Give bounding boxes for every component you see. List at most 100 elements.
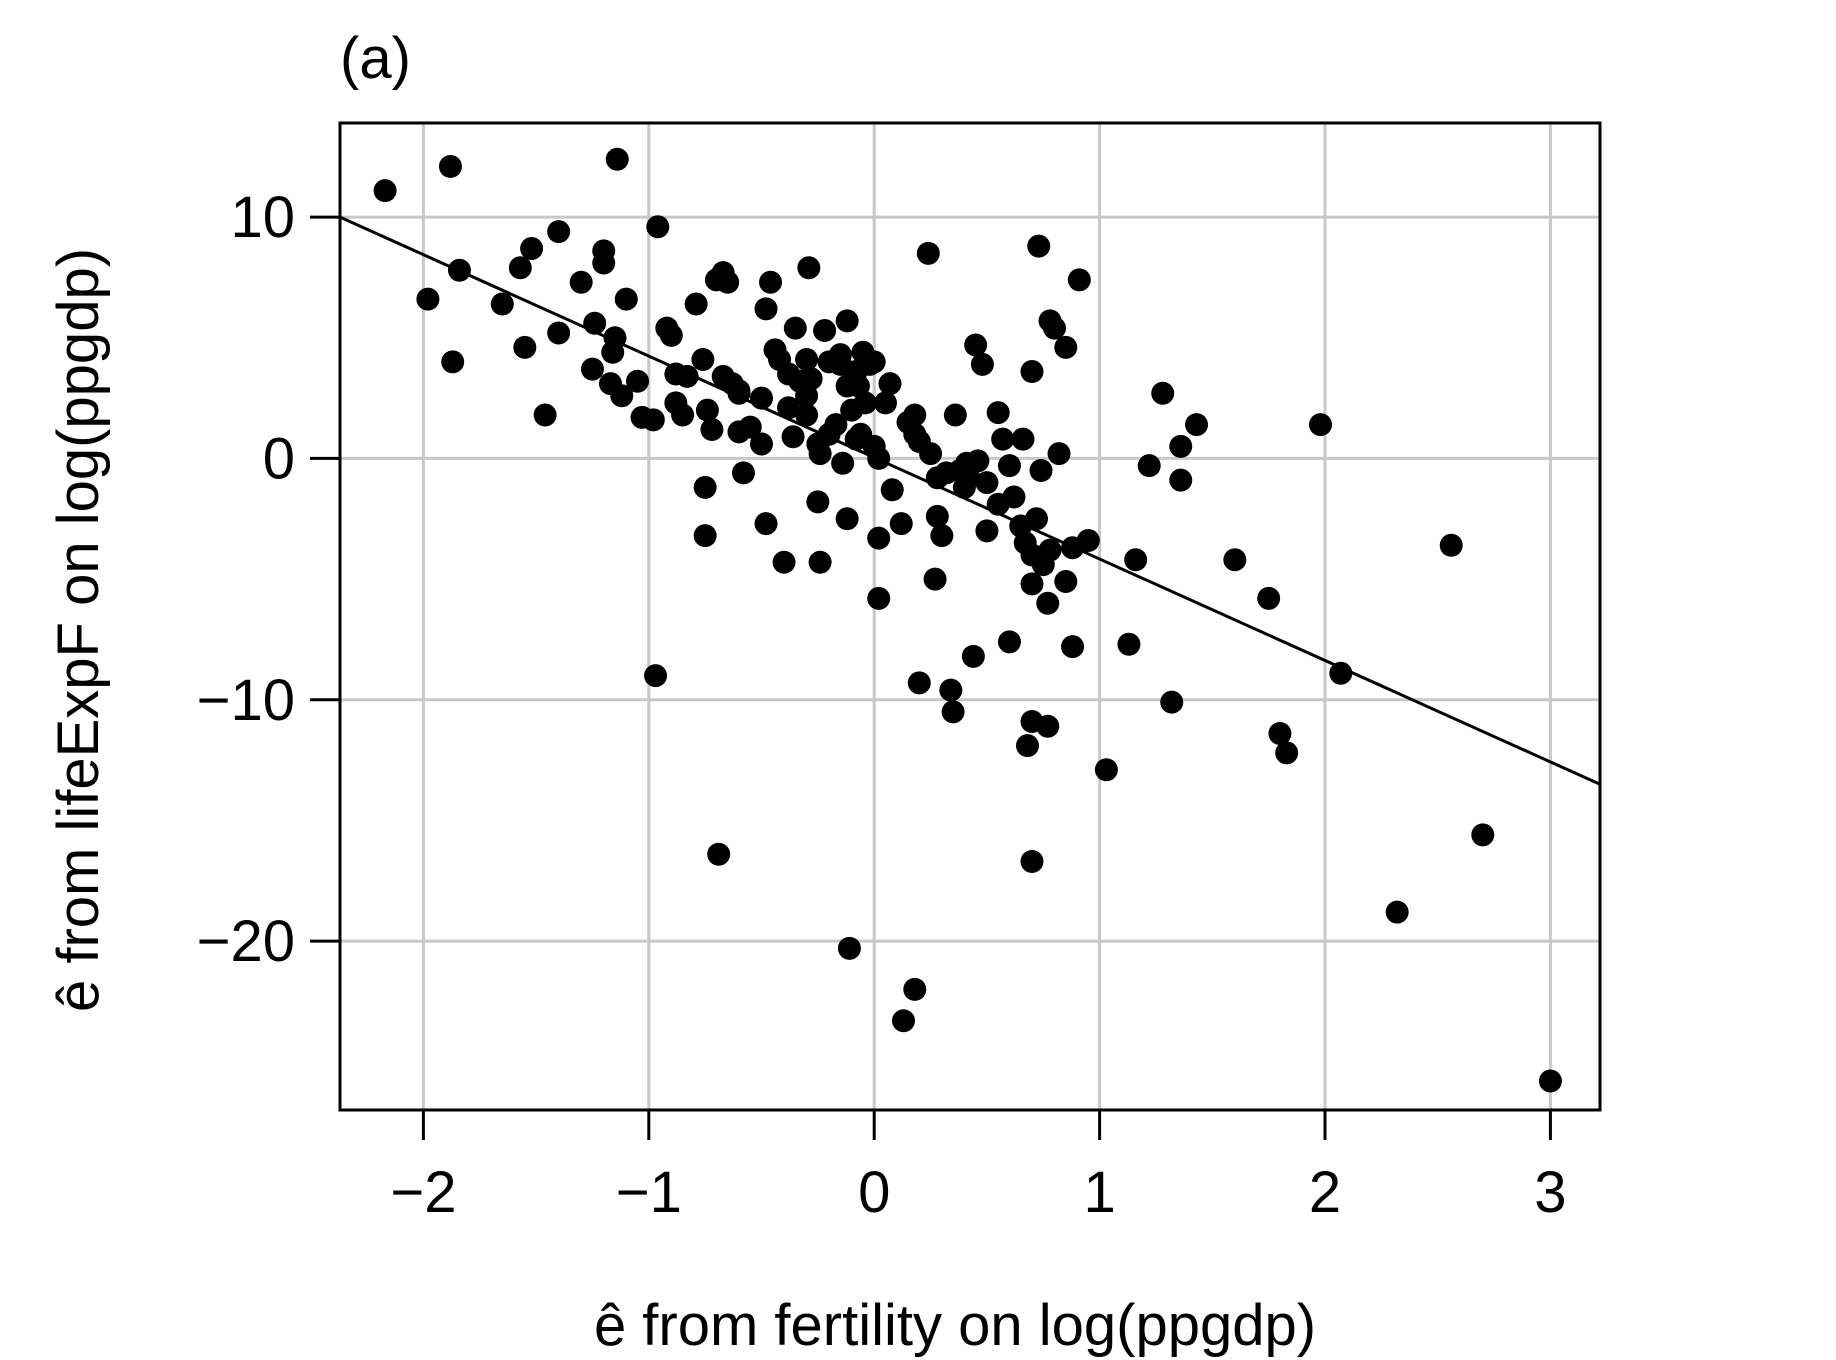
data-point [1038,538,1062,562]
data-point [1038,309,1062,333]
data-point [923,567,947,591]
data-point [975,471,999,495]
data-point [1054,570,1078,594]
data-point [828,343,852,367]
x-tick-label: 1 [1083,1160,1115,1225]
panel-label: (a) [340,26,411,91]
data-point [1124,548,1148,572]
data-point [533,403,557,427]
data-point [925,504,949,528]
data-point [806,490,830,514]
data-point [867,586,891,610]
fit-line-group [339,215,1601,786]
data-point [727,381,751,405]
data-point [903,977,927,1001]
data-point [583,311,607,335]
data-point [750,432,774,456]
data-point [675,364,699,388]
data-point [964,333,988,357]
data-point [731,461,755,485]
data-point [844,360,868,384]
data-point [1268,722,1292,746]
data-point [837,936,861,960]
data-point [892,1009,916,1033]
data-point [835,507,859,531]
y-tick-label: −20 [197,909,295,974]
data-point [781,425,805,449]
y-tick-label: −10 [197,668,295,733]
data-point [903,403,927,427]
data-point [1257,586,1281,610]
data-point [1020,572,1044,596]
data-point [569,270,593,294]
data-point [970,352,994,376]
x-tick-label: 2 [1309,1160,1341,1225]
x-tick-label: −2 [390,1160,456,1225]
data-point [610,384,634,408]
data-point [1169,434,1193,458]
data-point [1020,360,1044,384]
data-point [447,258,471,282]
data-point [373,179,397,203]
data-point [416,287,440,311]
data-point [788,369,812,393]
data-point [867,526,891,550]
data-point [614,287,638,311]
data-point [1047,442,1071,466]
data-point [695,398,719,422]
data-point [808,442,832,466]
data-point [1015,734,1039,758]
y-tick-label: 10 [230,185,295,250]
data-point [508,256,532,280]
data-point [1117,632,1141,656]
data-point [626,369,650,393]
data-point [997,454,1021,478]
data-point [700,417,724,441]
data-point [862,350,886,374]
x-tick-label: 3 [1534,1160,1566,1225]
data-point [707,842,731,866]
data-point [1185,413,1209,437]
data-point [903,422,927,446]
data-point [1027,234,1051,258]
data-point [797,256,821,280]
data-point [441,350,465,374]
data-point [975,519,999,543]
data-point [1054,335,1078,359]
data-point [693,475,717,499]
data-point [997,630,1021,654]
data-point [759,270,783,294]
data-point [644,664,668,688]
x-tick-label: −1 [616,1160,682,1225]
data-point [1169,468,1193,492]
data-point [547,321,571,345]
data-point [1137,454,1161,478]
data-point [580,357,604,381]
data-point [1036,714,1060,738]
data-point [1385,900,1409,924]
data-point [835,309,859,333]
data-point [873,391,897,415]
data-point [1329,661,1353,685]
data-point [750,386,774,410]
data-point [777,396,801,420]
data-point [853,391,877,415]
data-point [919,442,943,466]
data-point [438,154,462,178]
data-point [961,644,985,668]
data-point [659,323,683,347]
data-point [513,335,537,359]
y-tick-label: 0 [263,426,295,491]
data-point [849,422,873,446]
data-point [716,270,740,294]
data-point [490,292,514,316]
data-point [592,251,616,275]
data-point [878,372,902,396]
data-point [986,492,1010,516]
plot-frame [338,121,1602,1112]
data-point [1020,849,1044,873]
data-point [795,347,819,371]
data-point [880,478,904,502]
data-point [671,403,695,427]
